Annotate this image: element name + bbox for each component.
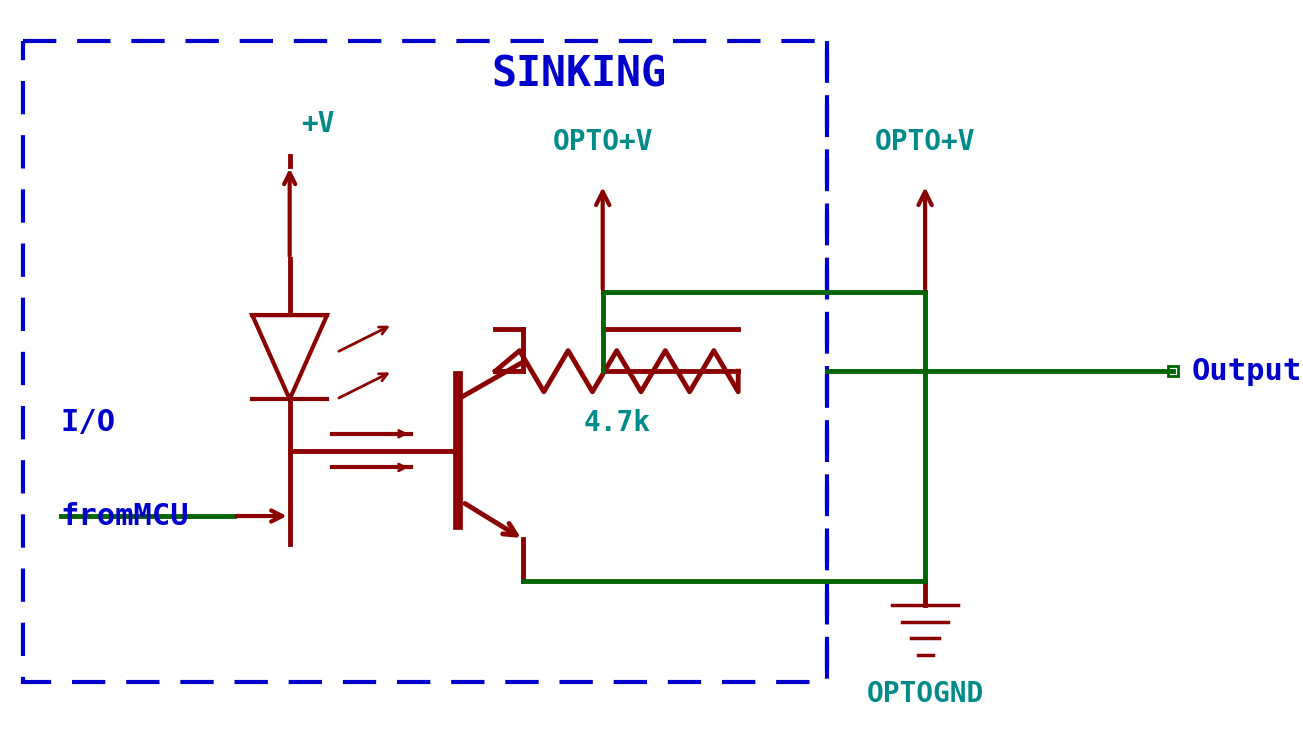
Text: OPTO+V: OPTO+V	[552, 128, 653, 156]
Text: OPTOGND: OPTOGND	[866, 680, 984, 707]
Text: +V: +V	[301, 110, 335, 137]
Text: I/O: I/O	[61, 408, 116, 437]
Text: fromMCU: fromMCU	[61, 502, 189, 531]
Bar	[23, 42, 827, 683]
Text: SINKING: SINKING	[491, 54, 667, 96]
Text: OPTO+V: OPTO+V	[874, 128, 976, 156]
Text: 4.7k: 4.7k	[584, 409, 650, 437]
Text: Output: Output	[1191, 357, 1302, 385]
